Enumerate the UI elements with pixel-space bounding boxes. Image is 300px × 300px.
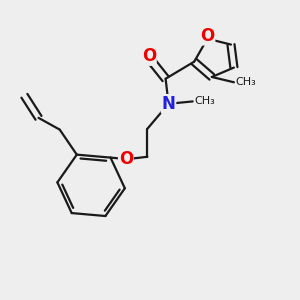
Text: O: O [142, 47, 156, 65]
Text: O: O [200, 27, 214, 45]
Text: CH₃: CH₃ [236, 77, 256, 87]
Text: CH₃: CH₃ [194, 96, 215, 106]
Text: O: O [119, 150, 133, 168]
Text: N: N [162, 95, 176, 113]
